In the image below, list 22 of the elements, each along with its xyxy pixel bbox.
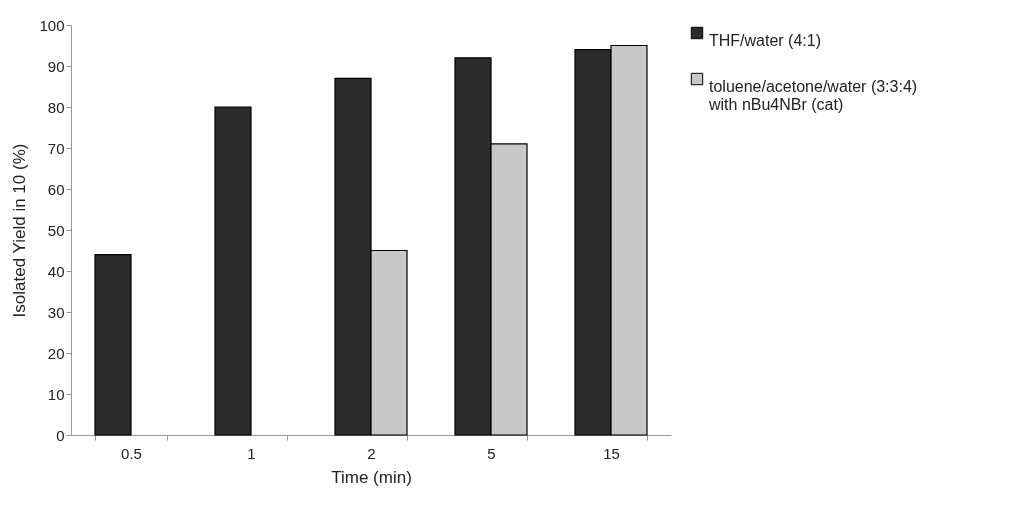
x-tick-label: 0.5 — [121, 444, 142, 462]
y-tick-label: 20 — [47, 344, 65, 362]
bar — [214, 106, 252, 436]
y-tick-label: 80 — [47, 98, 65, 116]
y-tick-label: 10 — [47, 385, 65, 403]
y-axis-title: Isolated Yield in 10 (%) — [10, 143, 30, 318]
x-tick-label: 5 — [487, 444, 496, 462]
y-tick-label: 40 — [47, 262, 65, 280]
legend-label: toluene/acetone/water (3:3:4) with nBu4NBr (cat) — [708, 78, 918, 113]
y-tick-label: 100 — [39, 16, 65, 34]
x-tick-label: 1 — [247, 444, 256, 462]
x-axis-title: Time (min) — [331, 467, 412, 487]
legend-label: THF/water (4:1) — [709, 32, 822, 49]
bar — [94, 254, 132, 436]
y-tick-label: 90 — [47, 57, 65, 75]
x-tick-label: 15 — [603, 444, 620, 462]
y-tick-label: 70 — [47, 139, 65, 157]
y-tick-label: 30 — [47, 303, 65, 321]
y-tick-label: 60 — [47, 180, 65, 198]
x-tick-label: 2 — [367, 444, 376, 462]
y-tick-label: 0 — [56, 426, 65, 444]
y-tick-label: 50 — [47, 221, 65, 239]
